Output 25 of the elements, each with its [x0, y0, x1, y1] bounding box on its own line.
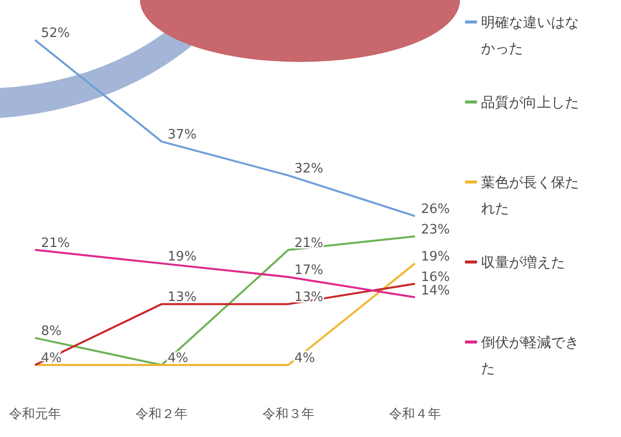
- data-label: 19%: [421, 249, 450, 264]
- data-label: 21%: [294, 236, 324, 251]
- legend-label: 倒伏が軽減できた: [481, 335, 579, 377]
- legend-label: 葉色が長く保たれた: [481, 175, 579, 217]
- data-label: 4%: [168, 351, 188, 366]
- data-label: 17%: [294, 262, 324, 278]
- data-label: 13%: [168, 290, 197, 306]
- data-label: 52%: [41, 26, 70, 41]
- data-label: 4%: [294, 351, 315, 366]
- legend-label: 収量が増えた: [481, 254, 565, 271]
- x-tick-label: 令和元年: [9, 407, 61, 422]
- data-label: 8%: [41, 324, 62, 339]
- legend-label: 品質が向上した: [481, 95, 579, 111]
- data-label: 26%: [421, 202, 450, 218]
- x-tick-label: 令和２年: [136, 407, 188, 422]
- data-label: 16%: [421, 270, 450, 285]
- data-label: 19%: [168, 249, 197, 264]
- x-tick-label: 令和４年: [389, 407, 441, 422]
- data-label: 14%: [421, 283, 450, 298]
- legend-label: 明確な違いはなかった: [481, 15, 579, 57]
- data-label: 37%: [168, 128, 197, 143]
- x-tick-label: 令和３年: [262, 407, 314, 422]
- data-label: 21%: [41, 236, 70, 251]
- data-label: 23%: [421, 222, 450, 238]
- data-label: 32%: [294, 161, 324, 176]
